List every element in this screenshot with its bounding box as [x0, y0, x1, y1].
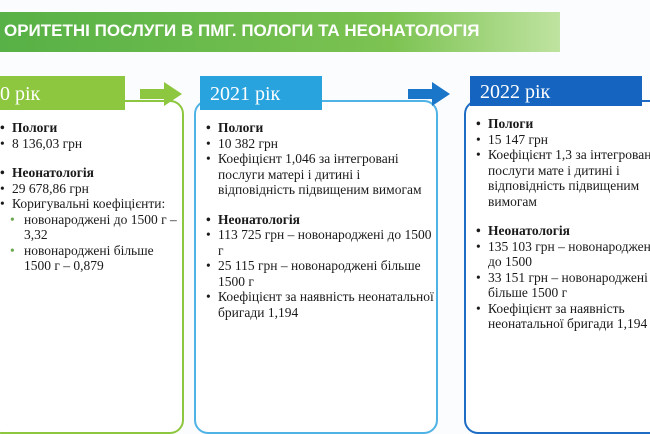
bullet-item: 25 115 грн – новонароджені більше 1500 г — [206, 258, 436, 289]
column-body: Пологи15 147 грнКоефіцієнт 1,3 за інтегр… — [476, 116, 650, 346]
section-heading: Неонатологія — [476, 223, 650, 239]
section-heading: Пологи — [0, 120, 182, 136]
section-heading: Пологи — [206, 120, 436, 136]
bullet-item: Коефіцієнт 1,3 за інтегровані послуги ма… — [476, 147, 650, 209]
bullet-item: 135 103 грн – новонароджені до 1500 — [476, 239, 650, 270]
column-box: Пологи8 136,03 грн Неонатологія29 678,86 … — [0, 100, 184, 434]
bullet-item: 15 147 грн — [476, 132, 650, 148]
column-body: Пологи8 136,03 грн Неонатологія29 678,86 … — [0, 120, 182, 288]
bullet-item: 8 136,03 грн — [0, 136, 182, 152]
section: Пологи10 382 грнКоефіцієнт 1,046 за інте… — [206, 120, 436, 198]
section: Пологи15 147 грнКоефіцієнт 1,3 за інтегр… — [476, 116, 650, 209]
column-box: Пологи15 147 грнКоефіцієнт 1,3 за інтегр… — [464, 100, 650, 434]
section-heading: Неонатологія — [206, 212, 436, 228]
slide: ОРИТЕТНІ ПОСЛУГИ В ПМГ. ПОЛОГИ ТА НЕОНАТ… — [0, 0, 650, 420]
sub-bullet-item: новонароджені до 1500 г – 3,32 — [0, 212, 182, 243]
year-header: 2022 рік — [470, 76, 642, 106]
section: Неонатологія113 725 грн – новонароджені … — [206, 212, 436, 321]
arrow — [408, 82, 450, 106]
bullet-item: Коефіцієнт 1,046 за інтегровані послуги … — [206, 151, 436, 198]
section: Пологи8 136,03 грн — [0, 120, 182, 151]
column-body: Пологи10 382 грнКоефіцієнт 1,046 за інте… — [206, 120, 436, 334]
bullet-item: Коефіцієнт за наявність неонатальної бри… — [206, 289, 436, 320]
section: Неонатологія135 103 грн – новонароджені … — [476, 223, 650, 332]
bullet-item: 33 151 грн – новонароджені більше 1500 г — [476, 270, 650, 301]
column-box: Пологи10 382 грнКоефіцієнт 1,046 за інте… — [194, 100, 438, 434]
sub-bullet-item: новонароджені більше 1500 г – 0,879 — [0, 243, 182, 274]
bullet-item: Коригувальні коефіцієнти: — [0, 196, 182, 212]
bullet-item: 113 725 грн – новонароджені до 1500 г — [206, 227, 436, 258]
bullet-item: 10 382 грн — [206, 136, 436, 152]
year-header: 0 рік — [0, 76, 125, 110]
year-header: 2021 рік — [200, 76, 322, 110]
title-banner: ОРИТЕТНІ ПОСЛУГИ В ПМГ. ПОЛОГИ ТА НЕОНАТ… — [0, 12, 560, 52]
section-heading: Неонатологія — [0, 165, 182, 181]
title: ОРИТЕТНІ ПОСЛУГИ В ПМГ. ПОЛОГИ ТА НЕОНАТ… — [4, 21, 480, 40]
bullet-item: 29 678,86 грн — [0, 181, 182, 197]
section-heading: Пологи — [476, 116, 650, 132]
section: Неонатологія29 678,86 грнКоригувальні ко… — [0, 165, 182, 274]
bullet-item: Коефіцієнт за наявність неонатальної бри… — [476, 301, 650, 332]
arrow — [140, 82, 182, 106]
